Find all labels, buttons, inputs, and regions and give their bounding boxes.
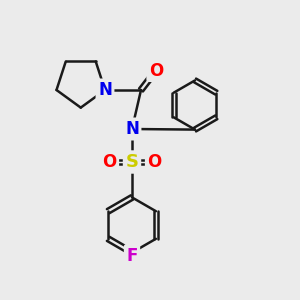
- Text: F: F: [126, 247, 138, 265]
- Text: O: O: [149, 61, 163, 80]
- Text: N: N: [125, 120, 139, 138]
- Text: N: N: [98, 81, 112, 99]
- Text: S: S: [125, 153, 139, 171]
- Text: O: O: [147, 153, 162, 171]
- Text: O: O: [102, 153, 117, 171]
